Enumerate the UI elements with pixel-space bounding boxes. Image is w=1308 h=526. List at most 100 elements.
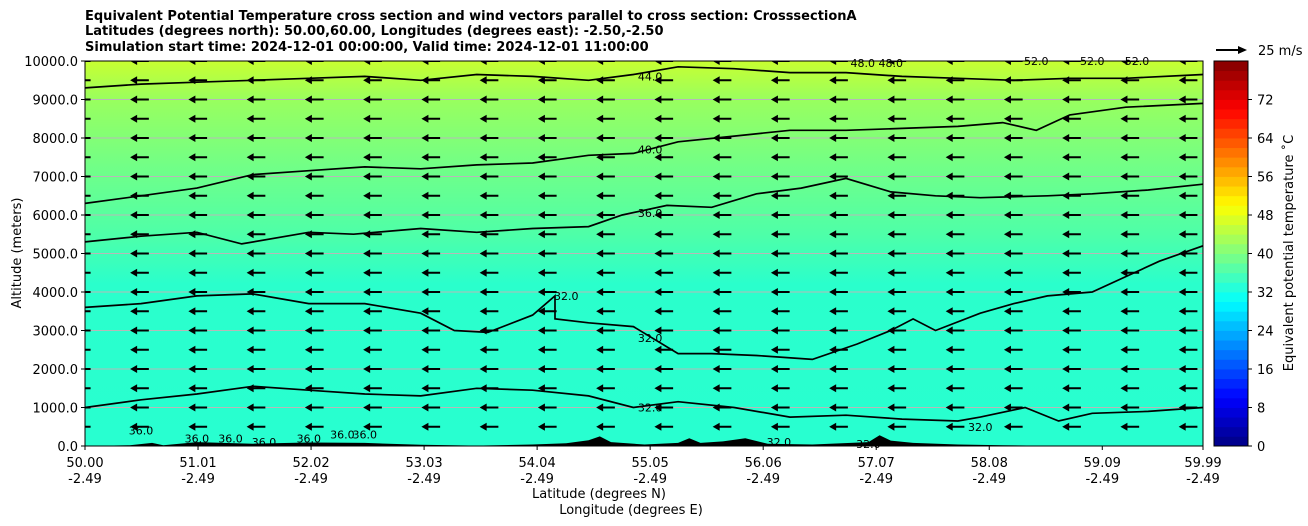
wind-arrow-head (887, 345, 895, 354)
colorbar-band (1214, 195, 1248, 206)
wind-arrow-head (363, 153, 371, 162)
colorbar-band (1214, 292, 1248, 303)
wind-arrow-head (304, 191, 312, 200)
wind-arrow-head (363, 191, 371, 200)
wind-arrow-head (304, 268, 312, 277)
contour-layer (85, 65, 1203, 422)
wind-arrow-head (712, 422, 720, 431)
wind-arrow-head (887, 268, 895, 277)
wind-arrow-head (72, 307, 79, 315)
wind-arrow-head (130, 211, 138, 219)
wind-arrow-head (1120, 268, 1128, 277)
wind-arrow-head (304, 307, 312, 316)
x-tick-label-lon: -2.49 (181, 472, 215, 487)
wind-arrow-head (1062, 76, 1070, 85)
wind-arrow-head (945, 422, 953, 431)
contour-label: 48.0 (879, 57, 904, 70)
y-axis-label: Altitude (meters) (10, 198, 25, 309)
wind-arrow-head (479, 326, 487, 335)
wind-arrow-head (188, 172, 196, 181)
wind-arrow-head (770, 326, 778, 335)
wind-arrow-head (1062, 230, 1070, 239)
wind-arrow-head (887, 384, 895, 393)
wind-arrow-head (479, 403, 487, 412)
wind-arrow-head (1178, 230, 1186, 239)
y-tick-label: 9000.0 (33, 94, 79, 109)
wind-arrow-head (1062, 365, 1070, 373)
wind-arrow-head (654, 345, 662, 354)
contour-label: 36.0 (353, 428, 378, 441)
wind-arrow-head (188, 153, 196, 162)
wind-arrow-head (1062, 345, 1070, 354)
wind-arrow-head (1003, 307, 1011, 316)
wind-arrow-head (945, 230, 953, 239)
wind-arrow-head (1178, 288, 1186, 296)
y-tick-label: 1000.0 (33, 402, 79, 417)
wind-arrow-head (829, 268, 837, 277)
x-tick-label-lat: 50.00 (66, 456, 103, 471)
wind-arrow-head (712, 288, 720, 296)
wind-arrow-head (829, 403, 837, 412)
wind-arrow-head (1178, 172, 1186, 181)
wind-arrow-head (246, 134, 254, 142)
wind-arrow-head (654, 76, 662, 85)
contour-label: 36.0 (218, 432, 243, 445)
wind-arrow-head (246, 403, 254, 412)
wind-arrow-head (1120, 61, 1128, 65)
wind-arrow-head (829, 288, 837, 296)
wind-arrow-head (479, 384, 487, 393)
wind-arrow-head (770, 403, 778, 412)
wind-arrow-head (829, 384, 837, 393)
wind-arrow-head (130, 307, 138, 316)
wind-arrow-head (1120, 153, 1128, 162)
wind-arrow-head (188, 384, 196, 393)
wind-arrow-head (829, 61, 837, 65)
wind-arrow-head (1120, 230, 1128, 239)
wind-arrow-head (596, 249, 604, 258)
wind-arrow-head (1178, 403, 1186, 412)
wind-arrow-head (537, 191, 545, 200)
x-tick-label-lat: 59.09 (1084, 456, 1121, 471)
wind-arrow-head (945, 403, 953, 412)
wind-arrow-head (363, 307, 371, 316)
y-tick-label: 7000.0 (33, 171, 79, 186)
wind-arrow-head (596, 211, 604, 219)
wind-arrow-head (188, 422, 196, 431)
colorbar-band (1214, 301, 1248, 312)
wind-arrow-head (1120, 345, 1128, 354)
wind-arrow-head (188, 403, 196, 412)
wind-arrow-head (130, 172, 138, 181)
wind-arrow-head (945, 95, 953, 104)
wind-arrow-head (829, 134, 837, 142)
contour-44.0 (85, 65, 1203, 89)
wind-arrow-head (654, 172, 662, 181)
wind-arrow-head (188, 288, 196, 296)
wind-arrow-head (537, 172, 545, 181)
wind-arrow-head (945, 134, 953, 142)
colorbar-tick-label: 16 (1257, 363, 1274, 378)
wind-arrow-head (1003, 403, 1011, 412)
wind-arrow-head (479, 422, 487, 431)
wind-arrow-head (1003, 153, 1011, 162)
wind-arrow-head (654, 211, 662, 219)
wind-arrow-head (246, 384, 254, 393)
wind-arrow-head (188, 365, 196, 373)
wind-arrow-head (945, 211, 953, 219)
wind-arrow-head (130, 153, 138, 162)
wind-arrow-head (829, 191, 837, 200)
wind-arrow-head (363, 114, 371, 123)
wind-arrow-head (712, 172, 720, 181)
wind-arrow-head (596, 403, 604, 412)
wind-arrow-head (654, 191, 662, 200)
wind-arrow-head (537, 76, 545, 85)
wind-arrow-head (712, 211, 720, 219)
wind-arrow-head (537, 230, 545, 239)
wind-arrow-head (887, 191, 895, 200)
wind-arrow-head (188, 249, 196, 258)
x-tick-label-lat: 52.02 (292, 456, 329, 471)
wind-arrow-head (1120, 191, 1128, 200)
wind-arrow-head (421, 288, 429, 296)
wind-arrow-head (363, 172, 371, 181)
wind-arrow-head (945, 288, 953, 296)
wind-arrow-head (537, 403, 545, 412)
